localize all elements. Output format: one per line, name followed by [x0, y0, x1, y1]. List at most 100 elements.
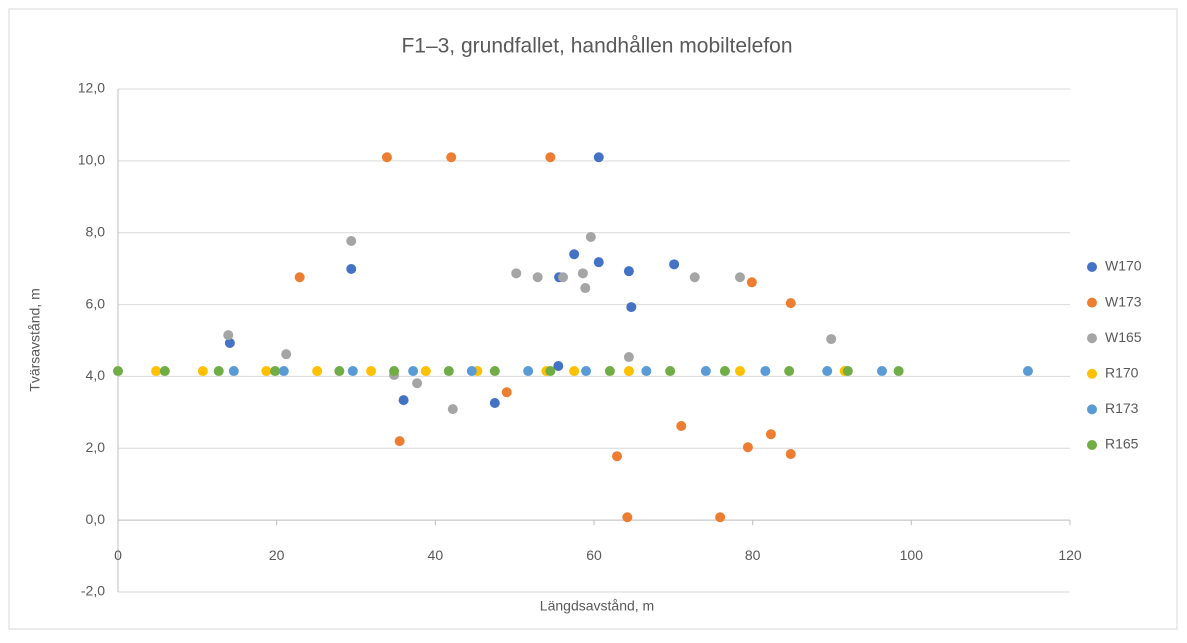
point	[113, 366, 123, 377]
legend-marker	[1087, 404, 1097, 415]
point	[334, 366, 345, 377]
chart-border	[8, 8, 1178, 630]
point	[569, 249, 580, 260]
y-tick-label: 8,0	[86, 223, 106, 239]
y-tick-label: 0,0	[86, 511, 106, 527]
point	[622, 512, 633, 523]
point	[489, 398, 500, 409]
point	[558, 272, 569, 283]
point	[593, 152, 604, 163]
point	[511, 268, 522, 279]
point	[593, 257, 604, 268]
point	[719, 366, 730, 377]
point	[785, 298, 796, 309]
point	[412, 378, 423, 389]
point	[569, 366, 580, 377]
y-tick-label: 4,0	[86, 367, 106, 383]
point	[346, 235, 357, 246]
point	[676, 421, 687, 432]
point	[346, 264, 357, 275]
point	[822, 366, 833, 377]
point	[366, 366, 377, 377]
point	[734, 272, 745, 283]
point	[294, 272, 305, 283]
y-tick-label: 2,0	[86, 439, 106, 455]
point	[715, 512, 726, 523]
point	[876, 366, 887, 377]
point	[281, 349, 292, 360]
point	[312, 366, 323, 377]
legend-label: W170	[1105, 258, 1142, 274]
point	[420, 366, 431, 377]
point	[623, 266, 634, 277]
point	[577, 268, 588, 279]
point	[612, 451, 623, 462]
chart-title: F1–3, grundfallet, handhållen mobiltelef…	[401, 35, 792, 58]
point	[746, 277, 757, 288]
point	[760, 366, 771, 377]
point	[261, 366, 272, 377]
x-tick-label: 0	[114, 547, 122, 563]
point	[1022, 366, 1033, 377]
point	[826, 334, 837, 345]
point	[447, 404, 458, 415]
legend-marker	[1087, 440, 1097, 450]
point	[623, 352, 634, 363]
point	[842, 366, 853, 377]
point	[523, 366, 534, 377]
point	[623, 366, 634, 377]
point	[213, 366, 224, 377]
point	[347, 366, 358, 377]
point	[197, 366, 208, 377]
legend-label: R170	[1105, 365, 1139, 381]
point	[580, 283, 591, 294]
point	[765, 429, 776, 440]
point	[159, 366, 170, 377]
y-tick-label: 12,0	[78, 80, 105, 96]
point	[489, 366, 500, 377]
point	[689, 272, 700, 283]
point	[532, 272, 543, 283]
legend-marker	[1087, 368, 1097, 379]
point	[223, 330, 234, 341]
point	[446, 152, 457, 163]
point	[394, 436, 405, 447]
point	[641, 366, 652, 377]
x-tick-label: 100	[900, 547, 924, 563]
point	[398, 395, 409, 406]
point	[224, 338, 235, 349]
point	[700, 366, 711, 377]
x-tick-label: 40	[428, 547, 444, 563]
point	[381, 152, 392, 163]
point	[389, 366, 400, 377]
point	[443, 366, 454, 377]
y-axis-title: Tvärsavstånd, m	[27, 288, 43, 391]
point	[626, 302, 637, 313]
legend-label: R173	[1105, 400, 1139, 416]
point	[545, 152, 556, 163]
legend-label: W165	[1105, 329, 1142, 345]
y-tick-label: 10,0	[78, 152, 105, 168]
point	[278, 366, 289, 377]
point	[665, 366, 676, 377]
point	[466, 366, 477, 377]
point	[893, 366, 904, 377]
point	[585, 232, 596, 243]
point	[742, 442, 753, 453]
point	[545, 366, 556, 377]
point	[553, 361, 564, 372]
point	[408, 366, 419, 377]
x-tick-label: 80	[745, 547, 761, 563]
y-tick-label: 6,0	[86, 295, 106, 311]
point	[734, 366, 745, 377]
point	[501, 387, 512, 398]
x-axis-title: Längdsavstånd, m	[540, 598, 654, 614]
x-tick-label: 20	[269, 547, 285, 563]
y-tick-label: -2,0	[81, 583, 105, 599]
point	[270, 366, 281, 377]
point	[669, 259, 680, 270]
point	[581, 366, 592, 377]
legend-marker	[1087, 297, 1097, 308]
x-tick-label: 120	[1058, 547, 1082, 563]
